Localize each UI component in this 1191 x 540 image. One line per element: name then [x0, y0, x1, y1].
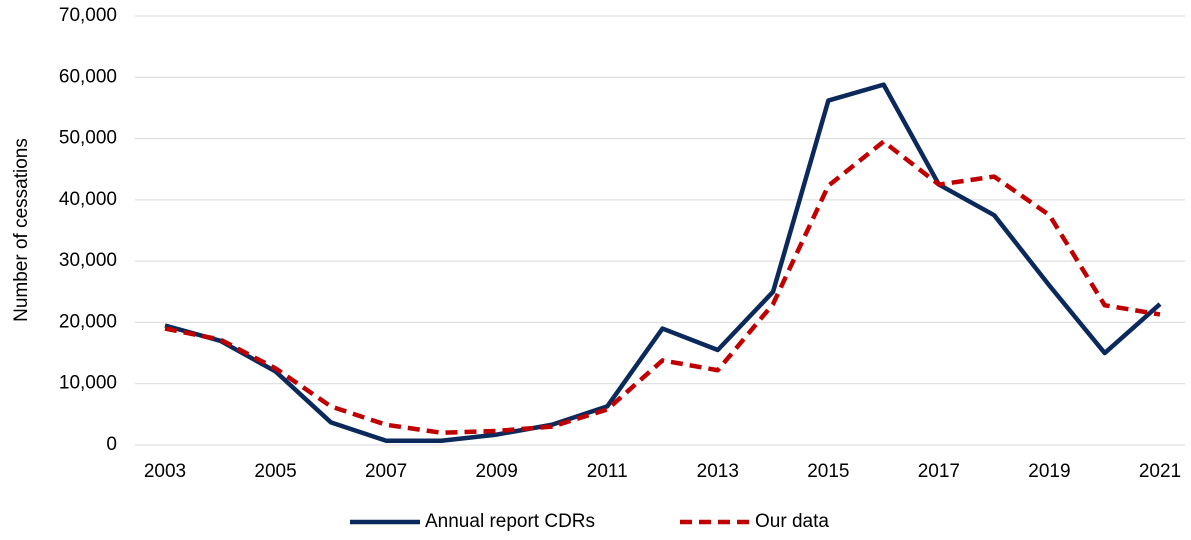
x-tick-label: 2009	[476, 461, 518, 482]
y-axis-label: Number of cessations	[11, 138, 32, 322]
y-tick-label: 30,000	[59, 250, 117, 271]
x-tick-label: 2019	[1028, 461, 1070, 482]
series-line	[164, 82, 1162, 443]
x-tick-label: 2015	[807, 461, 849, 482]
y-tick-label: 0	[106, 434, 117, 455]
y-tick-label: 20,000	[59, 311, 117, 332]
x-tick-label: 2005	[254, 461, 296, 482]
legend-label: Annual report CDRs	[425, 511, 595, 532]
x-tick-label: 2011	[587, 461, 628, 482]
y-tick-label: 50,000	[59, 128, 117, 149]
legend-label: Our data	[755, 511, 829, 532]
x-tick-label: 2007	[365, 461, 407, 482]
x-tick-label: 2017	[918, 461, 960, 482]
y-tick-label: 10,000	[59, 373, 117, 394]
y-tick-label: 60,000	[59, 66, 117, 87]
series-line	[164, 139, 1161, 435]
y-tick-label: 70,000	[59, 5, 117, 26]
x-tick-label: 2021	[1139, 461, 1181, 482]
y-tick-label: 40,000	[59, 189, 117, 210]
x-tick-label: 2013	[697, 461, 739, 482]
x-tick-label: 2003	[144, 461, 186, 482]
